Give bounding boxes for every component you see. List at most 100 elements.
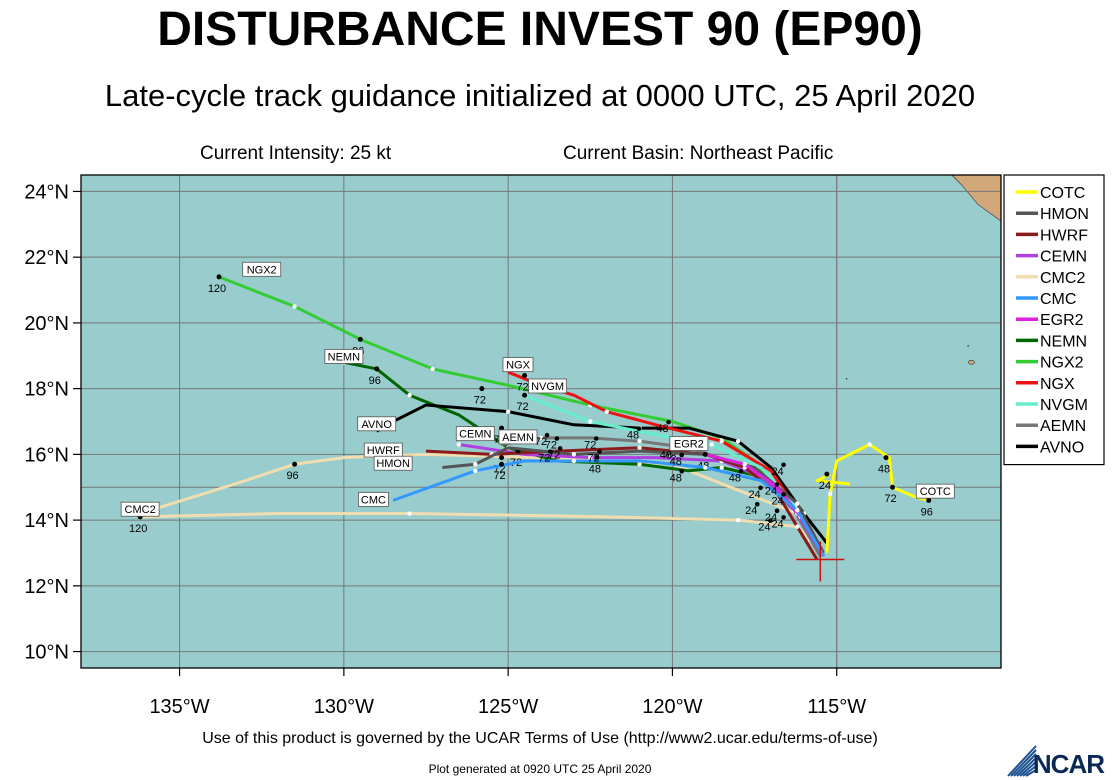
track-end-label-text: AEMN (502, 432, 534, 444)
track-point (593, 436, 599, 441)
track-end-label-cemn: CEMN (455, 426, 495, 442)
terms-of-use-text: Use of this product is governed by the U… (202, 730, 878, 747)
forecast-hour-label: 48 (729, 472, 741, 484)
y-tick-label: 14°N (24, 510, 69, 532)
current-intensity-label: Current Intensity: 25 kt (200, 143, 392, 164)
track-point (604, 409, 609, 414)
track-point (781, 515, 786, 520)
track-point (554, 436, 560, 441)
forecast-hour-label: 96 (286, 470, 298, 482)
track-line-cotc (825, 443, 930, 554)
track-point (597, 449, 602, 454)
track-point (571, 458, 577, 464)
track-end-label-aemn: AEMN (498, 429, 538, 445)
track-end-label-text: CMC (361, 494, 386, 506)
track-point (636, 426, 642, 431)
track-point (407, 393, 412, 398)
track-point (557, 446, 563, 451)
track-end-label-avno: AVNO (357, 416, 397, 432)
forecast-hour-label: 72 (884, 493, 896, 505)
track-point (544, 432, 550, 438)
track-point (637, 439, 642, 444)
track-end-label-box (357, 416, 397, 432)
track-point (758, 485, 763, 491)
track-end-label-hmon: HMON (373, 455, 413, 471)
track-end-label-egr2: EGR2 (669, 436, 709, 451)
track-end-label-box (528, 378, 567, 394)
track-line-hmon (442, 446, 825, 554)
track-point (679, 452, 685, 458)
legend-label-cmc2: CMC2 (1040, 270, 1085, 287)
forecast-hour-label: 120 (208, 283, 226, 295)
y-tick-label: 22°N (24, 247, 69, 269)
track-point (738, 469, 744, 474)
track-end-label-cmc: CMC (358, 491, 389, 507)
track-point (499, 455, 505, 461)
track-point (926, 497, 932, 503)
forecast-hour-label: 24 (745, 505, 757, 517)
track-point (735, 517, 741, 523)
legend-label-avno: AVNO (1040, 439, 1084, 456)
track-point (703, 465, 708, 470)
ncar-logo-icon (1007, 745, 1037, 777)
track-point (774, 508, 780, 514)
track-end-label-cmc2: CMC2 (120, 501, 160, 517)
track-end-label-nvgm: NVGM (528, 378, 567, 394)
track-end-label-nemn: NEMN (324, 349, 364, 364)
map-frame (80, 174, 1002, 669)
legend-label-ngx: NGX (1040, 376, 1075, 393)
track-point (795, 508, 800, 513)
forecast-hour-label: 120 (129, 523, 147, 535)
x-tick-label: 120°W (642, 696, 702, 718)
legend-label-egr2: EGR2 (1040, 312, 1084, 329)
track-end-label-hwrf: HWRF (363, 442, 403, 458)
track-point (499, 461, 505, 467)
y-tick-label: 18°N (24, 379, 69, 401)
forecast-hour-label: 24 (765, 486, 777, 498)
page-title: DISTURBANCE INVEST 90 (EP90) (157, 3, 923, 56)
track-end-label-box (373, 455, 413, 471)
track-end-label-text: NVGM (531, 381, 564, 393)
track-end-label-box (324, 349, 364, 364)
forecast-hour-label: 48 (656, 423, 668, 435)
y-tick-label: 24°N (24, 181, 69, 203)
track-point (719, 439, 724, 444)
track-point (473, 462, 478, 467)
track-point (374, 366, 380, 372)
track-point (505, 409, 511, 414)
track-point (719, 465, 724, 470)
forecast-hour-label: 72 (516, 401, 528, 413)
track-end-label-text: COTC (920, 486, 951, 498)
track-point (702, 451, 708, 457)
track-point (666, 419, 671, 425)
track-point (795, 524, 800, 529)
track-point (679, 469, 685, 474)
forecast-hour-label: 48 (589, 464, 601, 476)
track-end-label-text: NGX (506, 360, 531, 372)
legend-label-cemn: CEMN (1040, 249, 1087, 266)
track-point (709, 442, 715, 447)
track-point (781, 492, 786, 497)
track-end-label-text: NGX2 (247, 264, 277, 276)
page-subtitle: Late-cycle track guidance initialized at… (104, 78, 976, 113)
track-end-label-text: HWRF (367, 445, 400, 457)
ocean-area (81, 175, 1001, 668)
plot-generated-text: Plot generated at 0920 UTC 25 April 2020 (428, 762, 652, 776)
legend-label-aemn: AEMN (1040, 418, 1086, 435)
track-point (781, 462, 786, 468)
track-point (571, 452, 577, 457)
track-point (735, 439, 741, 444)
forecast-hour-label: 72 (584, 440, 596, 452)
legend-label-hmon: HMON (1040, 206, 1089, 223)
legend-label-cmc: CMC (1040, 291, 1076, 308)
track-point (637, 445, 642, 450)
y-tick-label: 12°N (24, 576, 69, 598)
track-point (883, 455, 889, 461)
forecast-hour-label: 48 (660, 449, 672, 461)
forecast-hour-label: 48 (670, 472, 682, 484)
track-end-label-ngx: NGX (502, 357, 534, 373)
track-end-label-box (120, 501, 160, 517)
forecast-hour-label: 24 (819, 480, 831, 492)
forecast-hour-label: 72 (493, 470, 505, 482)
